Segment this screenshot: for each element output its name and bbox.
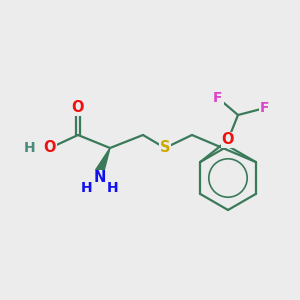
- Text: H: H: [24, 141, 36, 155]
- Text: H: H: [81, 181, 92, 195]
- Text: N: N: [93, 170, 106, 185]
- Polygon shape: [94, 148, 110, 177]
- Text: H: H: [106, 181, 118, 195]
- Text: F: F: [213, 91, 223, 105]
- Text: O: O: [44, 140, 56, 155]
- Text: O: O: [72, 100, 84, 116]
- Text: O: O: [222, 133, 234, 148]
- Text: S: S: [160, 140, 170, 155]
- Text: F: F: [260, 101, 270, 115]
